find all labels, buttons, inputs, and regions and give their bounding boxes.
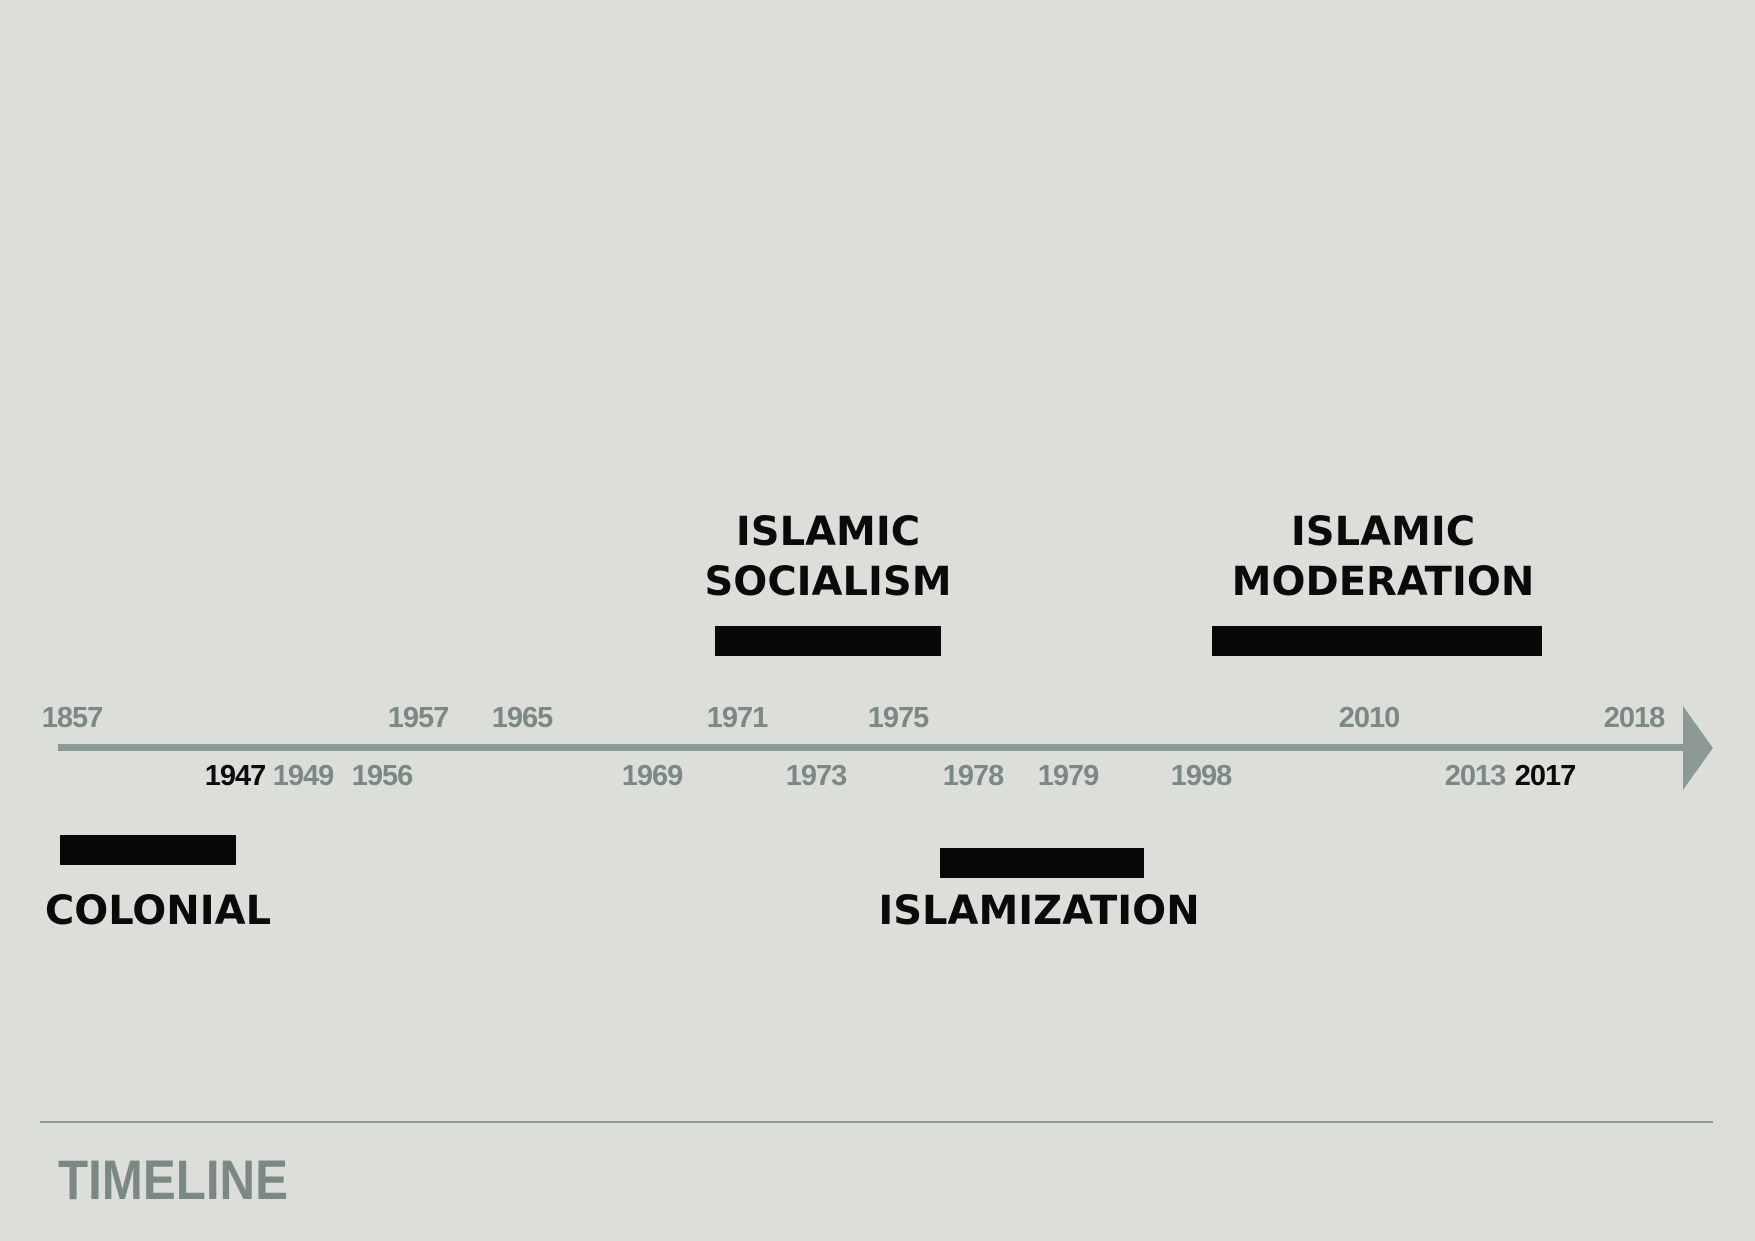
- year-label-1979: 1979: [1038, 762, 1099, 791]
- footer-title: TIMELINE: [58, 1152, 288, 1208]
- year-label-1857: 1857: [42, 704, 103, 733]
- year-label-1957: 1957: [388, 704, 449, 733]
- year-label-2013: 2013: [1445, 762, 1506, 791]
- era-label-islamic-moderation: ISLAMIC MODERATION: [1232, 507, 1535, 607]
- era-label-line: SOCIALISM: [705, 557, 952, 607]
- era-label-colonial: COLONIAL: [45, 886, 271, 936]
- timeline-axis: [58, 744, 1690, 751]
- era-bar-islamization: [940, 848, 1144, 878]
- year-label-1998: 1998: [1171, 762, 1232, 791]
- year-label-2018: 2018: [1604, 704, 1665, 733]
- era-label-line: COLONIAL: [45, 886, 271, 936]
- era-bar-colonial: [60, 835, 236, 865]
- year-label-1971: 1971: [707, 704, 768, 733]
- year-label-2017: 2017: [1515, 762, 1576, 791]
- era-label-line: ISLAMIC: [1232, 507, 1535, 557]
- year-label-1965: 1965: [492, 704, 553, 733]
- era-label-line: MODERATION: [1232, 557, 1535, 607]
- footer-divider: [40, 1121, 1713, 1123]
- era-label-line: ISLAMIZATION: [878, 886, 1199, 936]
- year-label-1975: 1975: [868, 704, 929, 733]
- era-label-islamic-socialism: ISLAMIC SOCIALISM: [705, 507, 952, 607]
- year-label-1978: 1978: [943, 762, 1004, 791]
- era-bar-islamic-socialism: [715, 626, 941, 656]
- year-label-1949: 1949: [273, 762, 334, 791]
- era-label-line: ISLAMIC: [705, 507, 952, 557]
- year-label-1956: 1956: [352, 762, 413, 791]
- year-label-2010: 2010: [1339, 704, 1400, 733]
- era-bar-islamic-moderation: [1212, 626, 1542, 656]
- timeline-arrowhead: [1683, 706, 1713, 790]
- year-label-1973: 1973: [786, 762, 847, 791]
- year-label-1969: 1969: [622, 762, 683, 791]
- year-label-1947: 1947: [205, 762, 266, 791]
- era-label-islamization: ISLAMIZATION: [878, 886, 1199, 936]
